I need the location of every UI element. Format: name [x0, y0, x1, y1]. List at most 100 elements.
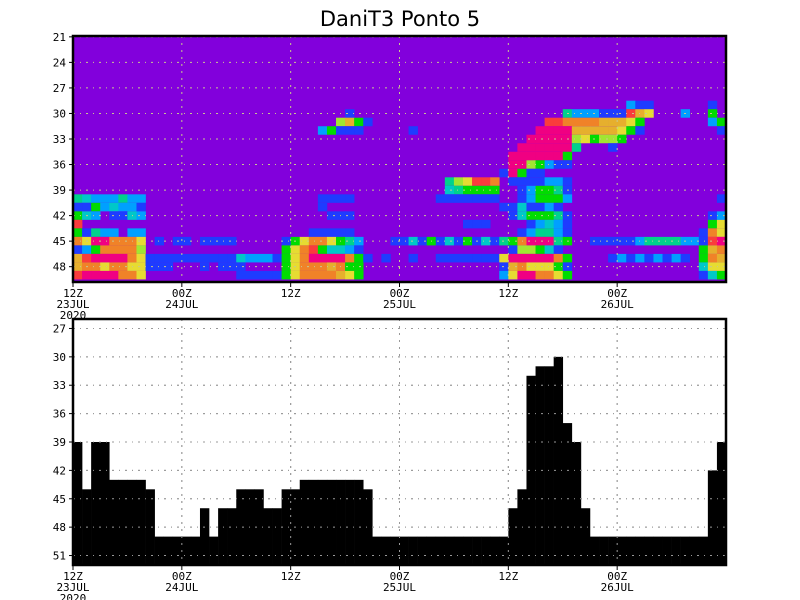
heatmap-cell	[544, 177, 554, 186]
heatmap-cell	[716, 211, 727, 220]
heatmap-cell	[707, 228, 718, 237]
heatmap-cell	[535, 202, 545, 212]
heatmap-cell	[91, 262, 101, 271]
x-tick-label: 24JUL	[165, 298, 198, 311]
heatmap-cell	[680, 253, 691, 263]
heatmap-cell	[644, 109, 654, 118]
bar	[254, 489, 264, 565]
heatmap-cell	[326, 211, 337, 220]
heatmap-cell	[526, 168, 536, 178]
bar	[635, 536, 645, 565]
x-tick-label: 12Z	[63, 570, 83, 583]
heatmap-cell	[345, 228, 355, 237]
heatmap-cell	[317, 194, 328, 203]
heatmap-cell	[100, 245, 110, 254]
heatmap-cell	[272, 270, 282, 280]
heatmap-cell	[716, 126, 727, 135]
heatmap-cell	[535, 219, 545, 229]
heatmap-cell	[653, 253, 663, 263]
heatmap-cell	[544, 143, 554, 152]
heatmap-cell	[544, 194, 554, 203]
heatmap-cell	[154, 253, 164, 263]
heatmap-cell	[100, 253, 110, 263]
heatmap-cell	[553, 228, 564, 237]
heatmap-cell	[599, 134, 609, 144]
heatmap-cell	[535, 177, 545, 186]
heatmap-cell	[553, 117, 564, 127]
heatmap-cell	[716, 117, 727, 127]
bar	[227, 508, 237, 565]
x-tick-label: 00Z	[390, 287, 410, 300]
heatmap-cell	[73, 253, 83, 263]
heatmap-cell	[281, 262, 291, 271]
y-tick-label: 39	[53, 436, 66, 449]
heatmap-cell	[617, 126, 627, 135]
heatmap-cell	[136, 270, 146, 280]
heatmap-cell	[562, 117, 573, 127]
heatmap-cell	[481, 253, 491, 263]
heatmap-cell	[644, 100, 654, 110]
x-tick-label: 24JUL	[165, 581, 198, 594]
x-tick-label: 25JUL	[383, 581, 416, 594]
heatmap-cell	[707, 219, 718, 229]
heatmap-cell	[671, 253, 681, 263]
heatmap-cell	[299, 253, 310, 263]
bar	[553, 356, 564, 565]
heatmap-cell	[544, 211, 554, 220]
heatmap-cell	[553, 194, 564, 203]
heatmap-cell	[317, 262, 328, 271]
heatmap-cell	[508, 160, 518, 169]
heatmap-cell	[91, 202, 101, 212]
heatmap-cell	[608, 236, 618, 246]
heatmap-cell	[562, 270, 573, 280]
heatmap-cell	[508, 151, 518, 161]
heatmap-cell	[127, 270, 137, 280]
heatmap-cell	[308, 228, 319, 237]
heatmap-cell	[345, 253, 355, 263]
heatmap-cell	[453, 177, 464, 186]
heatmap-cell	[462, 219, 473, 229]
heatmap-cell	[190, 253, 201, 263]
heatmap-cell	[617, 117, 627, 127]
heatmap-cell	[544, 160, 554, 169]
y-tick-label: 42	[53, 210, 66, 223]
heatmap-cell	[136, 245, 146, 254]
y-tick-label: 48	[53, 261, 66, 274]
bar	[626, 536, 636, 565]
heatmap-cell	[544, 228, 554, 237]
chart-title: DaniT3 Ponto 5	[320, 7, 480, 31]
heatmap-cell	[698, 236, 709, 246]
heatmap-cell	[91, 245, 101, 254]
heatmap-cell	[526, 134, 536, 144]
heatmap-cell	[462, 236, 473, 246]
heatmap-cell	[635, 253, 645, 263]
heatmap-cell	[417, 236, 428, 246]
bar	[644, 536, 654, 565]
heatmap-cell	[599, 236, 609, 246]
heatmap-cell	[209, 236, 219, 246]
heatmap-cell	[73, 211, 83, 220]
heatmap-cell	[698, 245, 709, 254]
heatmap-cell	[326, 236, 337, 246]
heatmap-cell	[326, 194, 337, 203]
x-tick-label: 00Z	[607, 570, 627, 583]
heatmap-cell	[453, 253, 464, 263]
heatmap-cell	[608, 117, 618, 127]
heatmap-cell	[707, 100, 718, 110]
heatmap-cell	[562, 194, 573, 203]
heatmap-cell	[127, 228, 137, 237]
heatmap-cell	[317, 228, 328, 237]
heatmap-cell	[354, 253, 364, 263]
heatmap-cell	[599, 117, 609, 127]
heatmap-cell	[553, 134, 564, 144]
heatmap-cell	[308, 253, 319, 263]
heatmap-cell	[508, 211, 518, 220]
heatmap-cell	[698, 262, 709, 271]
heatmap-cell	[526, 160, 536, 169]
heatmap-cell	[608, 253, 618, 263]
heatmap-cell	[553, 202, 564, 212]
bar	[499, 536, 509, 565]
heatmap-panel: 2124273033363942454812Z23JUL202000Z24JUL…	[53, 31, 728, 322]
bar	[91, 442, 101, 565]
heatmap-cell	[127, 253, 137, 263]
